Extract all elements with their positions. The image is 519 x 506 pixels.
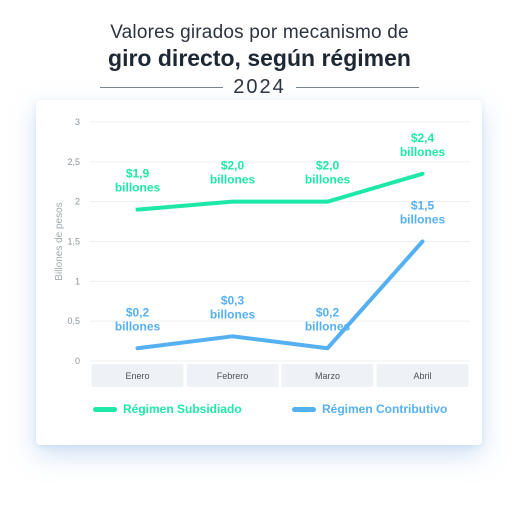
- legend-swatch-contributivo: [292, 406, 316, 412]
- year-label: 2024: [233, 75, 286, 98]
- data-label-value: $1,5: [411, 199, 435, 213]
- data-label-unit: billones: [400, 145, 446, 159]
- year-rule-right: [295, 86, 419, 88]
- legend-label-contributivo: Régimen Contributivo: [322, 402, 448, 416]
- x-category-box: [376, 364, 469, 387]
- x-tick-label: Febrero: [217, 371, 249, 381]
- y-tick-label: 1: [75, 276, 80, 286]
- x-tick-label: Abril: [413, 371, 431, 381]
- legend-swatch-subsidiado: [93, 406, 117, 412]
- x-category-box: [91, 364, 184, 387]
- year-header: 2024: [100, 74, 419, 100]
- x-category-box: [186, 364, 279, 387]
- legend-label-subsidiado: Régimen Subsidiado: [123, 402, 242, 416]
- year-rule-left: [100, 86, 224, 88]
- data-label-value: $0,2: [316, 305, 340, 319]
- y-tick-label: 2: [75, 197, 80, 207]
- data-label-value: $2,4: [411, 131, 435, 145]
- data-label-value: $0,2: [126, 305, 150, 319]
- data-label-unit: billones: [305, 319, 351, 333]
- chart-title-line-2: giro directo, según régimen: [108, 45, 411, 71]
- y-axis-title: Billones de pesos: [54, 202, 65, 280]
- data-label-value: $2,0: [221, 159, 245, 173]
- legend-item-subsidiado: Régimen Subsidiado: [93, 400, 242, 418]
- chart-title-line-1: Valores girados por mecanismo de: [110, 22, 409, 43]
- data-label-unit: billones: [115, 319, 161, 333]
- y-tick-label: 0: [75, 356, 80, 366]
- data-label-unit: billones: [115, 181, 161, 195]
- x-category-box: [281, 364, 374, 387]
- legend-item-contributivo: Régimen Contributivo: [292, 400, 447, 418]
- data-label-unit: billones: [305, 173, 351, 187]
- data-label-value: $0,3: [221, 293, 245, 307]
- data-label-unit: billones: [210, 307, 256, 321]
- data-label-value: $1,9: [126, 167, 150, 181]
- y-tick-label: 3: [75, 117, 80, 127]
- x-tick-label: Enero: [125, 371, 149, 381]
- x-tick-label: Marzo: [315, 371, 340, 381]
- y-tick-label: 2,5: [67, 157, 80, 167]
- series-line-subsidiado: [135, 171, 425, 212]
- y-tick-label: 0,5: [67, 316, 80, 326]
- chart-card: [36, 100, 482, 445]
- data-label-value: $2,0: [316, 159, 340, 173]
- y-tick-label: 1,5: [67, 237, 80, 247]
- data-label-unit: billones: [400, 213, 446, 227]
- series-line-contributivo: [135, 239, 425, 351]
- data-label-unit: billones: [210, 173, 256, 187]
